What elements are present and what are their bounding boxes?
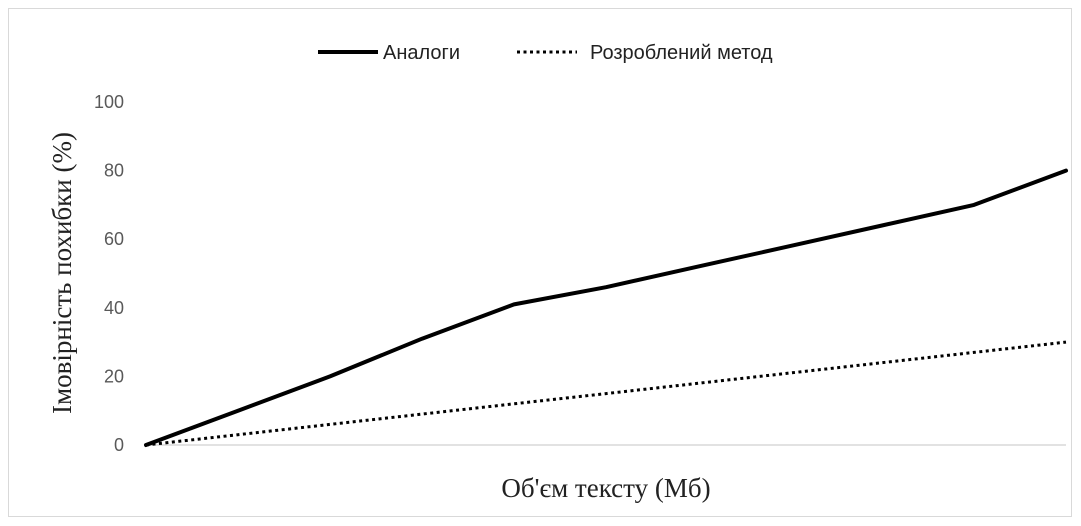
y-tick-label-0: 0 xyxy=(114,435,124,455)
series-line-analogs xyxy=(144,168,1068,447)
series-line-developed-method xyxy=(145,340,1067,447)
x-axis-title: Об'єм тексту (Мб) xyxy=(501,473,710,503)
y-tick-label-40: 40 xyxy=(104,298,124,318)
legend-label-analogs: Аналоги xyxy=(383,42,460,64)
y-tick-labels: 0 20 40 60 80 100 xyxy=(94,92,124,455)
y-tick-label-20: 20 xyxy=(104,366,124,386)
legend-label-developed-method: Розроблений метод xyxy=(590,42,773,64)
data-series xyxy=(144,168,1068,447)
legend: Аналоги Розроблений метод xyxy=(318,42,773,64)
y-axis-title: Імовірність похибки (%) xyxy=(47,132,77,414)
y-tick-label-80: 80 xyxy=(104,161,124,181)
y-tick-label-100: 100 xyxy=(94,92,124,112)
y-tick-label-60: 60 xyxy=(104,229,124,249)
